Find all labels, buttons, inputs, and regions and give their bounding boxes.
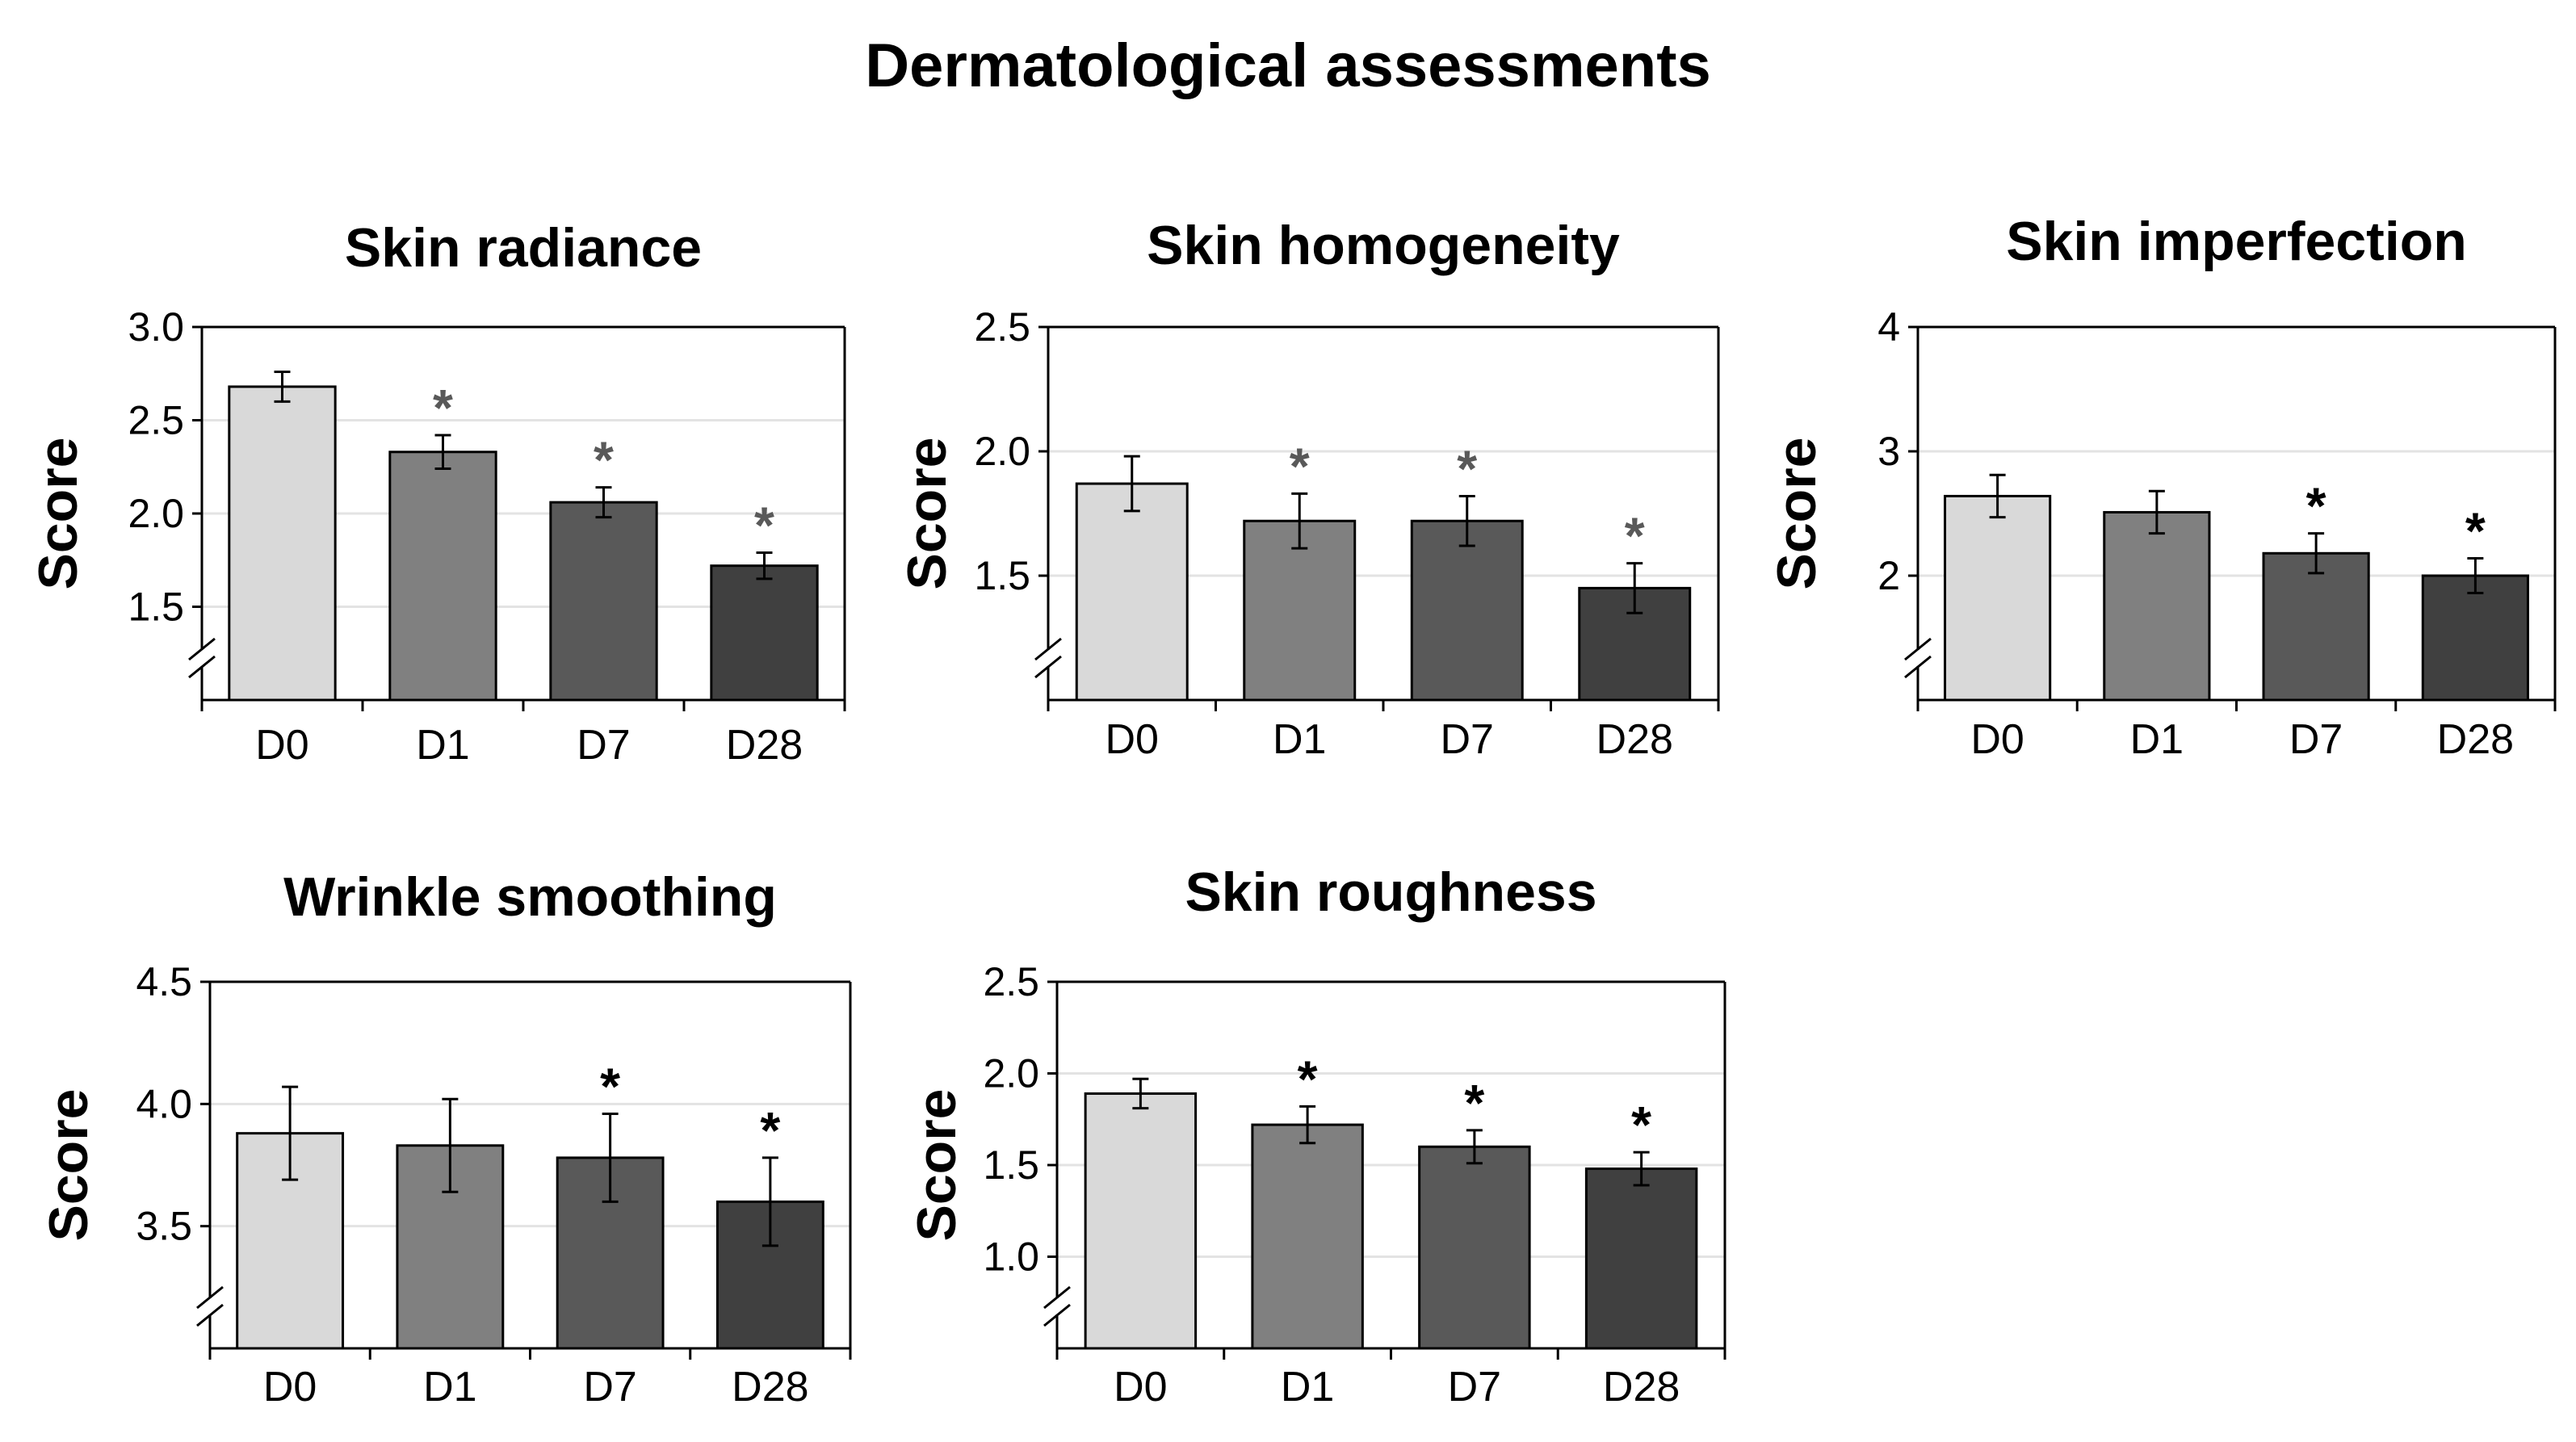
x-tick-label-d7: D7	[583, 1364, 636, 1411]
significance-marker-d7: *	[594, 431, 614, 489]
chart-title: Skin roughness	[1185, 861, 1596, 923]
y-tick-label: 3.0	[128, 304, 184, 350]
bar-d28	[2421, 574, 2529, 702]
axis-break-mark	[1043, 1285, 1071, 1310]
y-axis-label: Score	[1766, 438, 1827, 590]
bar-d0	[1084, 1092, 1198, 1350]
x-tick-label-d7: D7	[577, 722, 630, 769]
skin-imperfection-chart: Skin imperfection Score 2 3 4 D0 D1 * D7 * D28	[1766, 211, 2557, 763]
bar-d0	[1075, 482, 1189, 702]
significance-marker-d28: *	[1631, 1096, 1651, 1154]
x-tick-label-d1: D1	[1273, 716, 1326, 763]
x-tick-label-d28: D28	[1603, 1364, 1680, 1411]
significance-marker-d1: *	[1290, 437, 1310, 495]
wrinkle-smoothing-chart: Wrinkle smoothing Score 3.5 4.0 4.5 D0 D1 * D7 * D…	[38, 866, 852, 1411]
y-tick-label: 1.5	[128, 585, 184, 630]
significance-marker-d28: *	[760, 1101, 780, 1159]
y-tick-label: 2.0	[983, 1051, 1039, 1096]
y-axis-label: Score	[906, 1089, 967, 1242]
y-tick-label: 2.5	[128, 398, 184, 443]
x-tick-label-d28: D28	[726, 722, 803, 769]
axis-break-mark	[1904, 637, 1932, 661]
x-tick-label-d0: D0	[255, 722, 308, 769]
axis-break-mark	[188, 637, 216, 661]
chart-title: Skin radiance	[345, 217, 702, 279]
y-tick-label: 2.0	[974, 429, 1030, 474]
y-tick-label: 1.5	[974, 553, 1030, 598]
y-tick-label: 4	[1877, 304, 1900, 350]
y-tick-label: 4.0	[136, 1081, 192, 1126]
x-tick-label-d0: D0	[1114, 1364, 1167, 1411]
y-tick-label: 3.5	[136, 1204, 192, 1249]
bar-d28	[1584, 1167, 1698, 1350]
bar-d7	[549, 501, 658, 702]
bar-d7	[1410, 519, 1524, 702]
y-tick-label: 3	[1877, 429, 1900, 474]
bar-d0	[228, 385, 337, 702]
bar-d28	[710, 564, 819, 702]
axis-break-mark	[1034, 655, 1062, 679]
significance-marker-d7: *	[1464, 1074, 1484, 1132]
y-axis-label: Score	[896, 438, 958, 590]
axis-break-mark	[1034, 637, 1062, 661]
significance-marker-d7: *	[2306, 477, 2326, 535]
significance-marker-d7: *	[1457, 439, 1477, 497]
skin-roughness-chart: Skin roughness Score 1.0 1.5 2.0 2.5 D0 * D1 * D7 *…	[906, 861, 1726, 1411]
axis-break-mark	[1043, 1303, 1071, 1327]
chart-title: Skin imperfection	[2006, 211, 2467, 272]
y-tick-label: 2.5	[983, 959, 1039, 1004]
figure-title: Dermatological assessments	[865, 31, 1711, 100]
significance-marker-d1: *	[433, 379, 453, 437]
axis-break-mark	[196, 1285, 224, 1310]
x-tick-label-d1: D1	[2130, 716, 2184, 763]
y-tick-label: 2.5	[974, 304, 1030, 350]
significance-marker-d1: *	[1298, 1050, 1318, 1108]
x-tick-label-d7: D7	[2289, 716, 2343, 763]
significance-marker-d28: *	[754, 497, 774, 555]
x-tick-label-d1: D1	[416, 722, 469, 769]
axis-break-mark	[1904, 655, 1932, 679]
significance-marker-d28: *	[2465, 501, 2486, 560]
chart-title: Wrinkle smoothing	[283, 866, 777, 928]
bar-d1	[388, 451, 497, 702]
bar-d1	[2103, 510, 2211, 702]
x-tick-label-d28: D28	[2437, 716, 2514, 763]
chart-title: Skin homogeneity	[1147, 215, 1620, 276]
skin-homogeneity-chart: Skin homogeneity Score 1.5 2.0 2.5 D0 * D1 * D7 * D…	[896, 215, 1720, 763]
x-tick-label-d7: D7	[1448, 1364, 1501, 1411]
x-tick-label-d0: D0	[263, 1364, 317, 1411]
y-tick-label: 2	[1877, 553, 1900, 598]
y-tick-label: 4.5	[136, 959, 192, 1004]
skin-radiance-chart: Skin radiance Score 1.5 2.0 2.5 3.0 D0 * D1 * D7 * D…	[27, 217, 846, 769]
axis-break-mark	[196, 1303, 224, 1327]
axis-break-mark	[188, 655, 216, 679]
y-tick-label: 2.0	[128, 491, 184, 536]
bar-d7	[2262, 551, 2370, 702]
significance-marker-d7: *	[600, 1057, 620, 1115]
x-tick-label-d28: D28	[1596, 716, 1673, 763]
y-tick-label: 1.5	[983, 1142, 1039, 1188]
bar-d7	[1418, 1145, 1531, 1350]
y-tick-label: 1.0	[983, 1235, 1039, 1280]
x-tick-label-d28: D28	[732, 1364, 808, 1411]
x-tick-label-d1: D1	[1281, 1364, 1334, 1411]
y-axis-label: Score	[38, 1089, 99, 1242]
bar-d0	[1944, 494, 2052, 702]
x-tick-label-d7: D7	[1441, 716, 1494, 763]
x-tick-label-d1: D1	[423, 1364, 476, 1411]
bar-d1	[1251, 1123, 1364, 1350]
x-tick-label-d0: D0	[1970, 716, 2024, 763]
significance-marker-d28: *	[1625, 507, 1645, 565]
x-tick-label-d0: D0	[1105, 716, 1159, 763]
y-axis-label: Score	[27, 438, 89, 590]
